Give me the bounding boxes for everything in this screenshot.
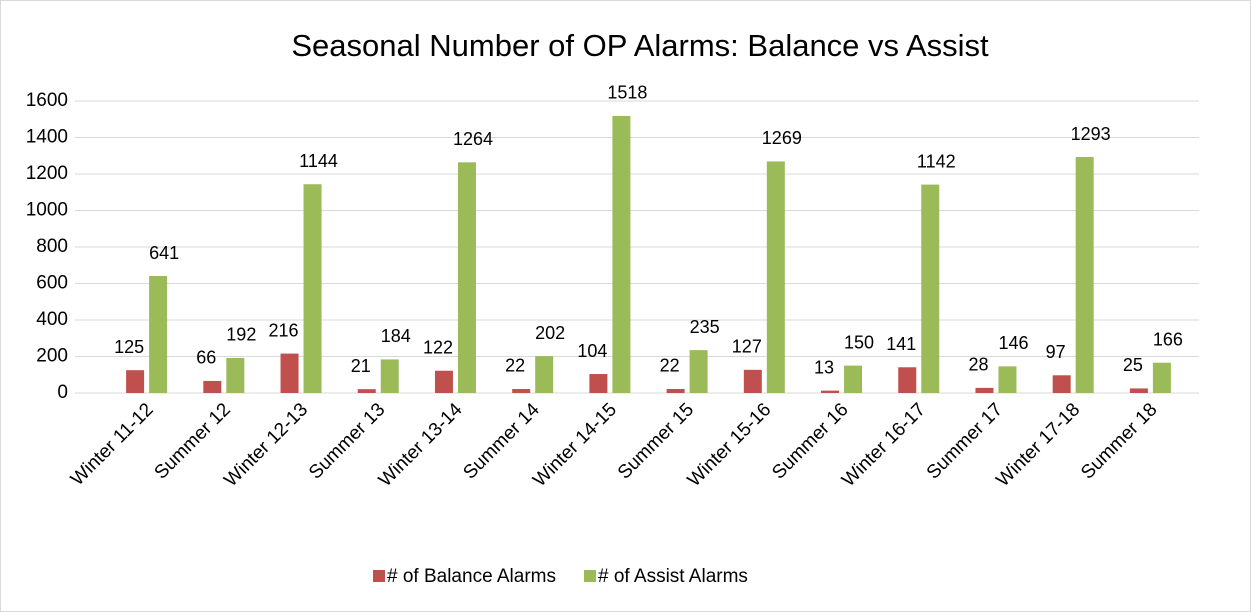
bar: [1052, 375, 1071, 393]
value-label: 104: [577, 341, 607, 361]
bar: [457, 162, 476, 393]
value-label: 1269: [762, 128, 802, 148]
y-tick-label: 1600: [26, 90, 68, 111]
bar: [766, 161, 785, 393]
value-label: 1264: [453, 129, 493, 149]
bar: [303, 184, 322, 393]
bar: [612, 115, 631, 393]
value-label: 122: [423, 337, 453, 357]
bar: [1152, 362, 1171, 393]
value-label: 141: [886, 334, 916, 354]
bar: [149, 276, 168, 393]
value-label: 166: [1153, 329, 1183, 349]
bar: [689, 350, 708, 393]
legend-swatch: [373, 570, 385, 582]
bar: [126, 370, 145, 393]
y-tick-label: 0: [57, 382, 68, 403]
bar: [226, 357, 245, 393]
bar: [535, 356, 554, 393]
y-tick-label: 200: [36, 346, 68, 367]
value-label: 1293: [1071, 124, 1111, 144]
value-label: 1142: [917, 151, 956, 171]
value-label: 22: [505, 356, 525, 376]
bar: [975, 387, 994, 393]
bar: [380, 359, 399, 393]
bar: [589, 374, 608, 393]
value-label: 25: [1123, 355, 1143, 375]
bar: [357, 389, 376, 393]
value-label: 235: [690, 317, 720, 337]
bar: [512, 388, 531, 393]
y-tick-label: 1400: [26, 127, 68, 148]
value-label: 28: [968, 355, 988, 375]
value-label: 1144: [299, 151, 338, 171]
value-label: 150: [844, 332, 874, 352]
legend-swatch: [583, 570, 596, 582]
value-label: 66: [196, 348, 216, 368]
value-label: 13: [814, 357, 834, 377]
value-label: 202: [535, 323, 565, 343]
y-tick-label: 400: [36, 309, 68, 330]
y-tick-label: 1000: [26, 200, 68, 221]
value-label: 22: [660, 356, 680, 376]
y-tick-label: 800: [36, 236, 68, 257]
y-tick-label: 600: [36, 273, 68, 294]
bar: [743, 369, 762, 393]
bar: [1075, 157, 1094, 393]
bar: [280, 353, 299, 393]
bar: [203, 380, 222, 393]
y-tick-label: 1200: [26, 163, 68, 184]
legend-label: # of Balance Alarms: [387, 566, 556, 587]
chart-title: Seasonal Number of OP Alarms: Balance vs…: [291, 28, 989, 63]
value-label: 146: [998, 333, 1028, 353]
value-label: 216: [269, 320, 299, 340]
bar: [666, 388, 685, 393]
value-label: 1518: [607, 83, 647, 103]
bar: [844, 365, 863, 393]
value-label: 192: [226, 325, 256, 345]
legend-label: # of Assist Alarms: [598, 566, 748, 587]
bar: [998, 366, 1017, 393]
bar: [821, 390, 840, 393]
bar: [434, 370, 453, 393]
value-label: 184: [381, 326, 411, 346]
value-label: 97: [1046, 342, 1066, 362]
value-label: 127: [732, 337, 762, 357]
bar: [921, 184, 940, 393]
value-label: 21: [351, 356, 371, 376]
bar: [898, 367, 917, 393]
value-label: 125: [114, 337, 144, 357]
bar: [1129, 388, 1148, 393]
value-label: 641: [149, 243, 179, 263]
